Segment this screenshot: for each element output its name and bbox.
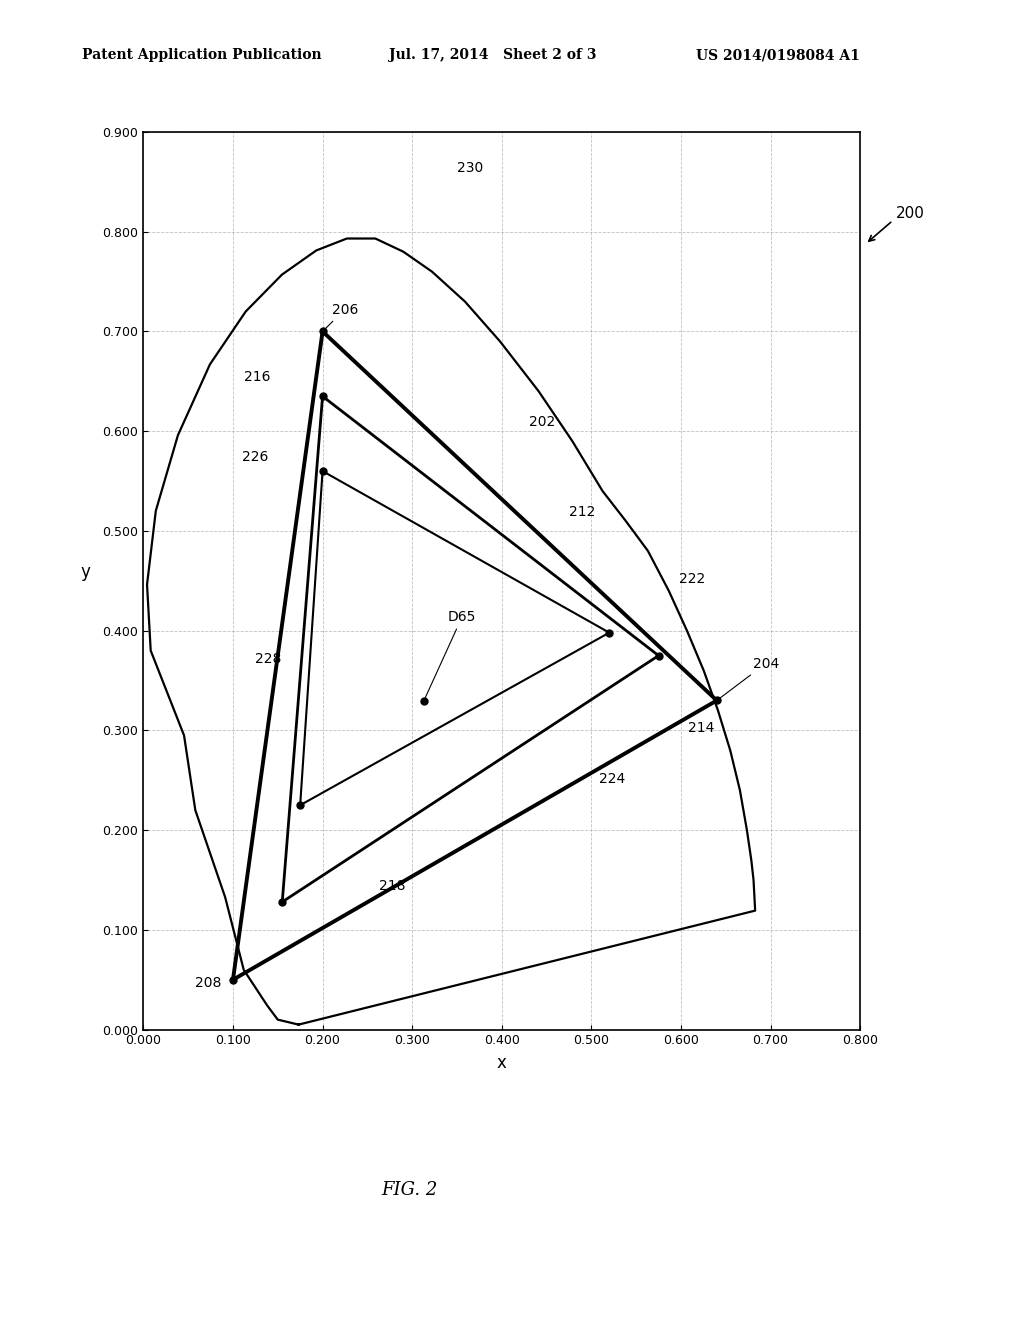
Y-axis label: y: y (81, 562, 91, 581)
Text: 226: 226 (242, 450, 268, 465)
X-axis label: x: x (497, 1055, 507, 1072)
Text: D65: D65 (425, 610, 476, 700)
Text: Patent Application Publication: Patent Application Publication (82, 49, 322, 62)
Text: 214: 214 (688, 722, 715, 735)
Text: 208: 208 (196, 975, 222, 990)
Text: 200: 200 (896, 206, 925, 220)
Text: 228: 228 (255, 652, 282, 665)
Text: Jul. 17, 2014   Sheet 2 of 3: Jul. 17, 2014 Sheet 2 of 3 (389, 49, 597, 62)
Text: 206: 206 (325, 302, 358, 330)
Text: FIG. 2: FIG. 2 (381, 1180, 438, 1199)
Text: 224: 224 (598, 772, 625, 787)
Text: 212: 212 (569, 506, 595, 519)
Text: US 2014/0198084 A1: US 2014/0198084 A1 (696, 49, 860, 62)
Text: 202: 202 (528, 416, 555, 429)
Text: 204: 204 (719, 656, 779, 698)
Text: 216: 216 (244, 371, 270, 384)
Text: 222: 222 (679, 572, 706, 586)
Text: 230: 230 (457, 161, 483, 174)
Text: 218: 218 (379, 879, 406, 892)
